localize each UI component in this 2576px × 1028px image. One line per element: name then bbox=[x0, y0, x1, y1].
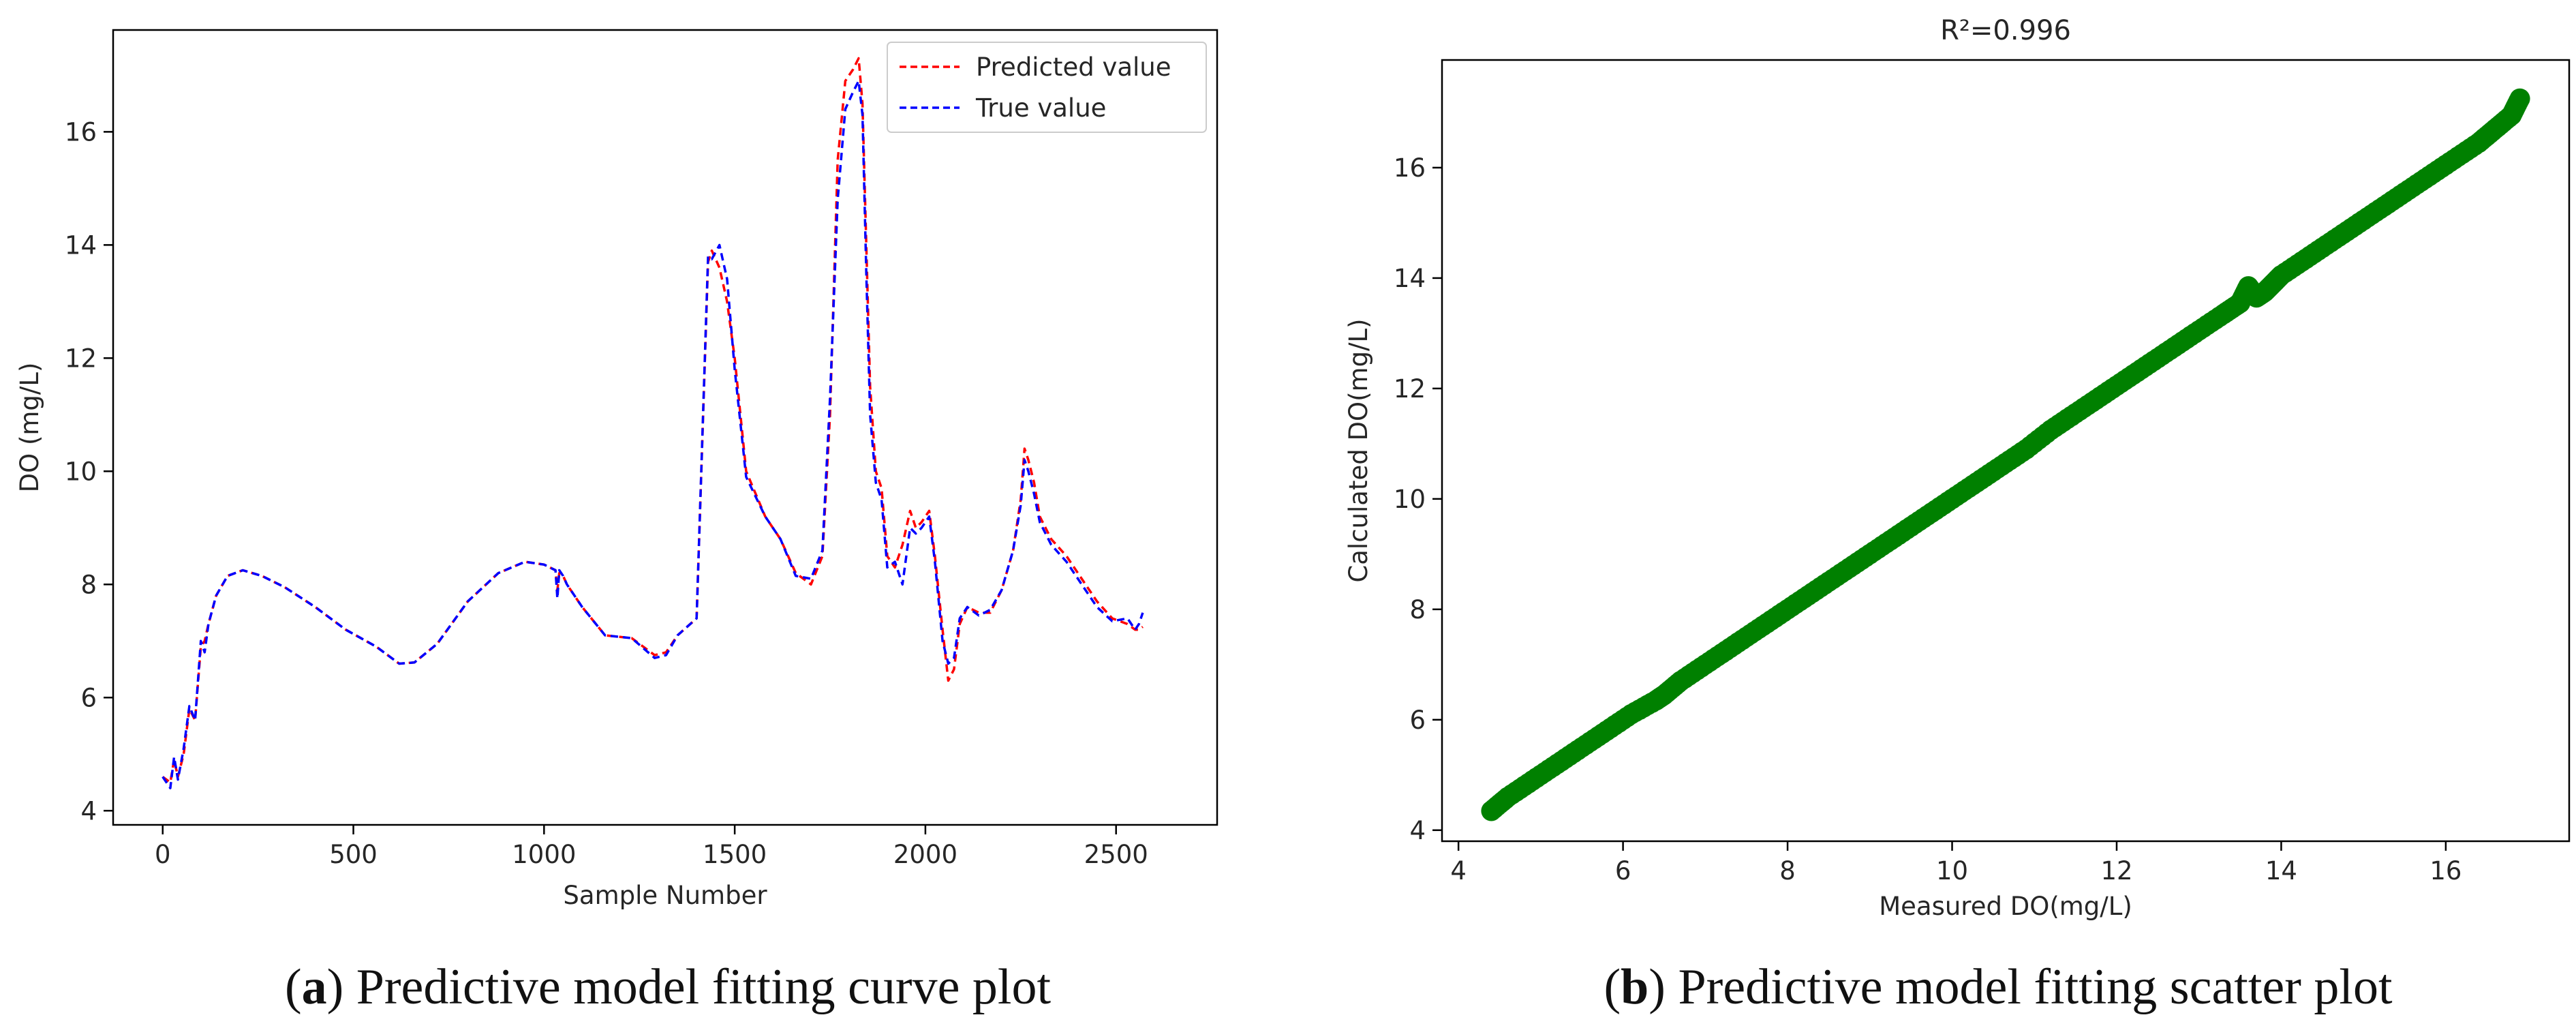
scatter-plot-y-tick-label: 12 bbox=[1394, 374, 1426, 404]
scatter-plot-title: R²=0.996 bbox=[1940, 15, 2071, 46]
scatter-point bbox=[2509, 88, 2530, 109]
curve-plot-x-tick-label: 1000 bbox=[512, 840, 576, 869]
curve-plot-y-tick-label: 16 bbox=[65, 117, 97, 147]
caption-b-text: ) Predictive model fitting scatter plot bbox=[1649, 959, 2393, 1015]
curve-plot-x-tick-label: 500 bbox=[329, 840, 378, 869]
scatter-plot-x-tick-label: 14 bbox=[2265, 856, 2297, 886]
scatter-plot-y-tick-label: 10 bbox=[1394, 485, 1426, 514]
curve-plot-x-tick-label: 2000 bbox=[893, 840, 957, 869]
caption-a-text: ) Predictive model fitting curve plot bbox=[327, 959, 1052, 1015]
curve-plot-ticks: 0 500 1000 1500 2000 2500 4 6 8 10 12 14 16 bbox=[65, 117, 1148, 869]
scatter-plot-ticks: 4 6 8 10 12 14 16 4 6 8 10 12 14 16 bbox=[1394, 153, 2462, 886]
scatter-plot-x-tick-label: 8 bbox=[1779, 856, 1796, 886]
curve-plot-frame bbox=[112, 29, 1218, 826]
caption-b-letter: b bbox=[1621, 959, 1649, 1015]
curve-plot-y-tick-label: 10 bbox=[65, 457, 97, 486]
scatter-plot-y-tick-label: 6 bbox=[1409, 706, 1426, 735]
curve-plot-y-tick-label: 4 bbox=[80, 796, 97, 826]
scatter-plot-x-tick-label: 12 bbox=[2100, 856, 2132, 886]
scatter-plot-y-axis-label: Calculated DO(mg/L) bbox=[1344, 318, 1373, 582]
scatter-plot-y-tick-label: 16 bbox=[1394, 153, 1426, 183]
scatter-plot-x-tick-label: 4 bbox=[1450, 856, 1467, 886]
curve-plot-y-tick-label: 8 bbox=[80, 570, 97, 599]
curve-plot-y-tick-label: 12 bbox=[65, 344, 97, 373]
legend-label-true: True value bbox=[975, 93, 1106, 123]
curve-plot-y-axis-label: DO (mg/L) bbox=[15, 363, 44, 493]
curve-plot-y-tick-label: 6 bbox=[80, 683, 97, 712]
curve-plot-x-tick-label: 0 bbox=[155, 840, 171, 869]
legend-label-predicted: Predicted value bbox=[976, 52, 1171, 82]
scatter-plot-points bbox=[1481, 88, 2530, 821]
curve-plot-x-tick-label: 2500 bbox=[1084, 840, 1148, 869]
caption-a: (a) Predictive model fitting curve plot bbox=[285, 959, 1052, 1015]
true-value-line bbox=[162, 79, 1144, 789]
scatter-plot-y-tick-label: 4 bbox=[1409, 816, 1426, 845]
curve-plot-legend: Predicted value True value bbox=[887, 42, 1207, 133]
curve-plot-panel: 0 500 1000 1500 2000 2500 4 6 8 10 12 14 16 Sample N… bbox=[15, 29, 1218, 910]
curve-plot-y-tick-label: 14 bbox=[65, 230, 97, 260]
caption-a-letter: a bbox=[302, 959, 327, 1015]
scatter-plot-panel: R²=0.996 4 6 8 10 12 14 16 4 6 8 10 12 14 16 Measured… bbox=[1344, 15, 2571, 921]
curve-plot-x-axis-label: Sample Number bbox=[563, 881, 767, 910]
scatter-plot-x-axis-label: Measured DO(mg/L) bbox=[1879, 892, 2132, 921]
caption-b: (b) Predictive model fitting scatter plo… bbox=[1604, 959, 2392, 1015]
curve-plot-lines bbox=[162, 57, 1144, 789]
scatter-plot-y-tick-label: 14 bbox=[1394, 264, 1426, 293]
scatter-plot-x-tick-label: 16 bbox=[2429, 856, 2462, 886]
legend-frame bbox=[887, 42, 1207, 133]
scatter-plot-y-tick-label: 8 bbox=[1409, 595, 1426, 624]
scatter-plot-x-tick-label: 6 bbox=[1615, 856, 1631, 886]
scatter-plot-x-tick-label: 10 bbox=[1936, 856, 1968, 886]
curve-plot-x-tick-label: 1500 bbox=[703, 840, 767, 869]
